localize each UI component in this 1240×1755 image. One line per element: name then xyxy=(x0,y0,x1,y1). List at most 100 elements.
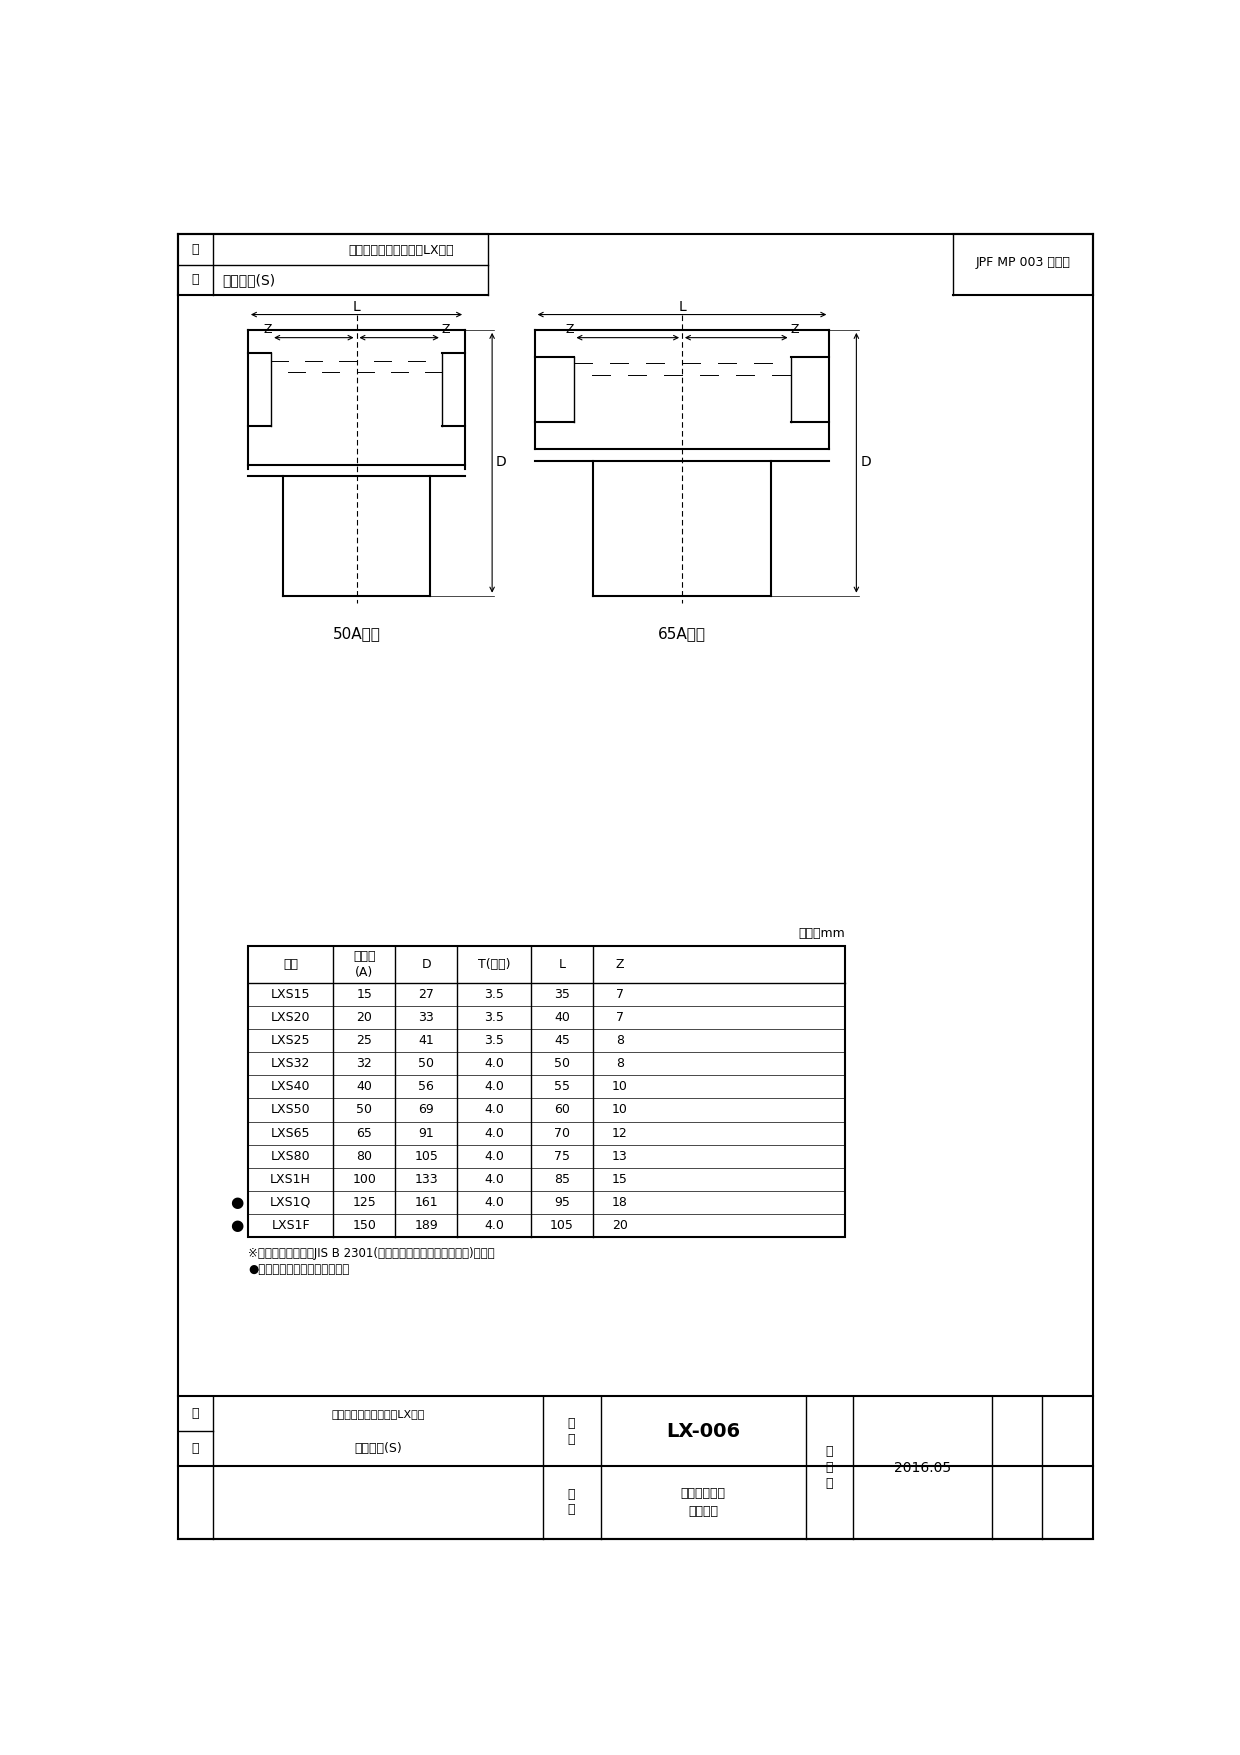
Text: LXS25: LXS25 xyxy=(270,1034,310,1048)
Text: 穏水化学工業
株式会社: 穏水化学工業 株式会社 xyxy=(681,1486,725,1518)
Text: 3.5: 3.5 xyxy=(484,1034,503,1048)
Text: 4.0: 4.0 xyxy=(484,1104,503,1116)
Text: 4.0: 4.0 xyxy=(484,1127,503,1139)
Text: 品: 品 xyxy=(191,1408,200,1420)
Text: 189: 189 xyxy=(414,1220,438,1232)
Text: 15: 15 xyxy=(356,988,372,1000)
Text: 10: 10 xyxy=(613,1081,627,1093)
Text: 50A以下: 50A以下 xyxy=(332,627,381,642)
Text: 50: 50 xyxy=(356,1104,372,1116)
Text: 85: 85 xyxy=(554,1172,570,1186)
Text: LX-006: LX-006 xyxy=(666,1422,740,1441)
Text: ソケット(S): ソケット(S) xyxy=(353,1443,402,1455)
Text: 18: 18 xyxy=(613,1195,627,1209)
Text: Z: Z xyxy=(790,323,799,337)
Text: 27: 27 xyxy=(418,988,434,1000)
Text: Z: Z xyxy=(441,323,450,337)
Text: JPF MP 003 規格品: JPF MP 003 規格品 xyxy=(976,256,1070,270)
Text: 呼び径
(A): 呼び径 (A) xyxy=(353,949,376,979)
Text: Z: Z xyxy=(263,323,272,337)
Text: LXS1H: LXS1H xyxy=(270,1172,311,1186)
Text: 品: 品 xyxy=(191,242,200,256)
Text: 161: 161 xyxy=(414,1195,438,1209)
Text: 製: 製 xyxy=(568,1488,575,1501)
Text: 4.0: 4.0 xyxy=(484,1081,503,1093)
Text: 4.0: 4.0 xyxy=(484,1150,503,1162)
Text: 65A以上: 65A以上 xyxy=(658,627,706,642)
Text: 91: 91 xyxy=(418,1127,434,1139)
Text: 7: 7 xyxy=(616,988,624,1000)
Text: 8: 8 xyxy=(616,1057,624,1071)
Text: 50: 50 xyxy=(554,1057,570,1071)
Text: 図: 図 xyxy=(568,1504,575,1516)
Text: 4.0: 4.0 xyxy=(484,1220,503,1232)
Text: 名: 名 xyxy=(191,1443,200,1455)
Text: 125: 125 xyxy=(352,1195,376,1209)
Text: L: L xyxy=(678,300,686,314)
Text: 70: 70 xyxy=(554,1127,570,1139)
Text: 3.5: 3.5 xyxy=(484,988,503,1000)
Text: 12: 12 xyxy=(613,1127,627,1139)
Text: ●印は、メーカー規格品です。: ●印は、メーカー規格品です。 xyxy=(248,1264,350,1276)
Text: 20: 20 xyxy=(356,1011,372,1025)
Text: 8: 8 xyxy=(616,1034,624,1048)
Text: Z: Z xyxy=(565,323,574,337)
Text: LXS40: LXS40 xyxy=(270,1081,310,1093)
Text: 105: 105 xyxy=(549,1220,574,1232)
Text: 32: 32 xyxy=(356,1057,372,1071)
Text: 60: 60 xyxy=(554,1104,570,1116)
Text: LXS50: LXS50 xyxy=(270,1104,310,1116)
Text: Z: Z xyxy=(616,958,624,971)
Text: LXS80: LXS80 xyxy=(270,1150,310,1162)
Bar xyxy=(248,946,844,1237)
Text: 図
番: 図 番 xyxy=(568,1416,575,1446)
Text: 65: 65 xyxy=(356,1127,372,1139)
Text: 45: 45 xyxy=(554,1034,570,1048)
Text: 3.5: 3.5 xyxy=(484,1011,503,1025)
Text: 35: 35 xyxy=(554,988,570,1000)
Text: 2016.05: 2016.05 xyxy=(894,1460,951,1474)
Text: L: L xyxy=(558,958,565,971)
Text: 100: 100 xyxy=(352,1172,376,1186)
Text: 単位：mm: 単位：mm xyxy=(799,927,844,941)
Text: 40: 40 xyxy=(554,1011,570,1025)
Text: エスロンエスロコートLX継手: エスロンエスロコートLX継手 xyxy=(348,244,454,258)
Text: D: D xyxy=(496,455,507,469)
Text: LXS65: LXS65 xyxy=(270,1127,310,1139)
Text: 95: 95 xyxy=(554,1195,570,1209)
Text: LXS1Q: LXS1Q xyxy=(270,1195,311,1209)
Text: 10: 10 xyxy=(613,1104,627,1116)
Text: 4.0: 4.0 xyxy=(484,1172,503,1186)
Text: 13: 13 xyxy=(613,1150,627,1162)
Text: LXS1F: LXS1F xyxy=(272,1220,310,1232)
Text: LXS32: LXS32 xyxy=(270,1057,310,1071)
Text: 75: 75 xyxy=(554,1150,570,1162)
Text: 105: 105 xyxy=(414,1150,438,1162)
Text: 56: 56 xyxy=(418,1081,434,1093)
Text: エスロンエスロコートLX継手: エスロンエスロコートLX継手 xyxy=(331,1409,424,1418)
Text: 品番: 品番 xyxy=(283,958,298,971)
Text: 4.0: 4.0 xyxy=(484,1195,503,1209)
Text: D: D xyxy=(422,958,432,971)
Text: 80: 80 xyxy=(356,1150,372,1162)
Text: D: D xyxy=(861,455,870,469)
Text: L: L xyxy=(352,300,361,314)
Text: 25: 25 xyxy=(356,1034,372,1048)
Text: ソケット(S): ソケット(S) xyxy=(222,272,275,286)
Text: ※継手本体の材質はJIS B 2301(ねじ込み式可鍛鉄鉄製管継手)です。: ※継手本体の材質はJIS B 2301(ねじ込み式可鍛鉄鉄製管継手)です。 xyxy=(248,1248,495,1260)
Text: LXS15: LXS15 xyxy=(270,988,310,1000)
Text: 50: 50 xyxy=(418,1057,434,1071)
Text: 33: 33 xyxy=(418,1011,434,1025)
Text: LXS20: LXS20 xyxy=(270,1011,310,1025)
Text: 133: 133 xyxy=(414,1172,438,1186)
Text: 20: 20 xyxy=(613,1220,627,1232)
Text: 年
月
日: 年 月 日 xyxy=(826,1444,833,1490)
Text: 41: 41 xyxy=(418,1034,434,1048)
Text: 40: 40 xyxy=(356,1081,372,1093)
Text: 55: 55 xyxy=(554,1081,570,1093)
Text: ●: ● xyxy=(229,1218,243,1234)
Text: ●: ● xyxy=(229,1195,243,1209)
Text: 150: 150 xyxy=(352,1220,376,1232)
Text: 7: 7 xyxy=(616,1011,624,1025)
Text: 15: 15 xyxy=(613,1172,627,1186)
